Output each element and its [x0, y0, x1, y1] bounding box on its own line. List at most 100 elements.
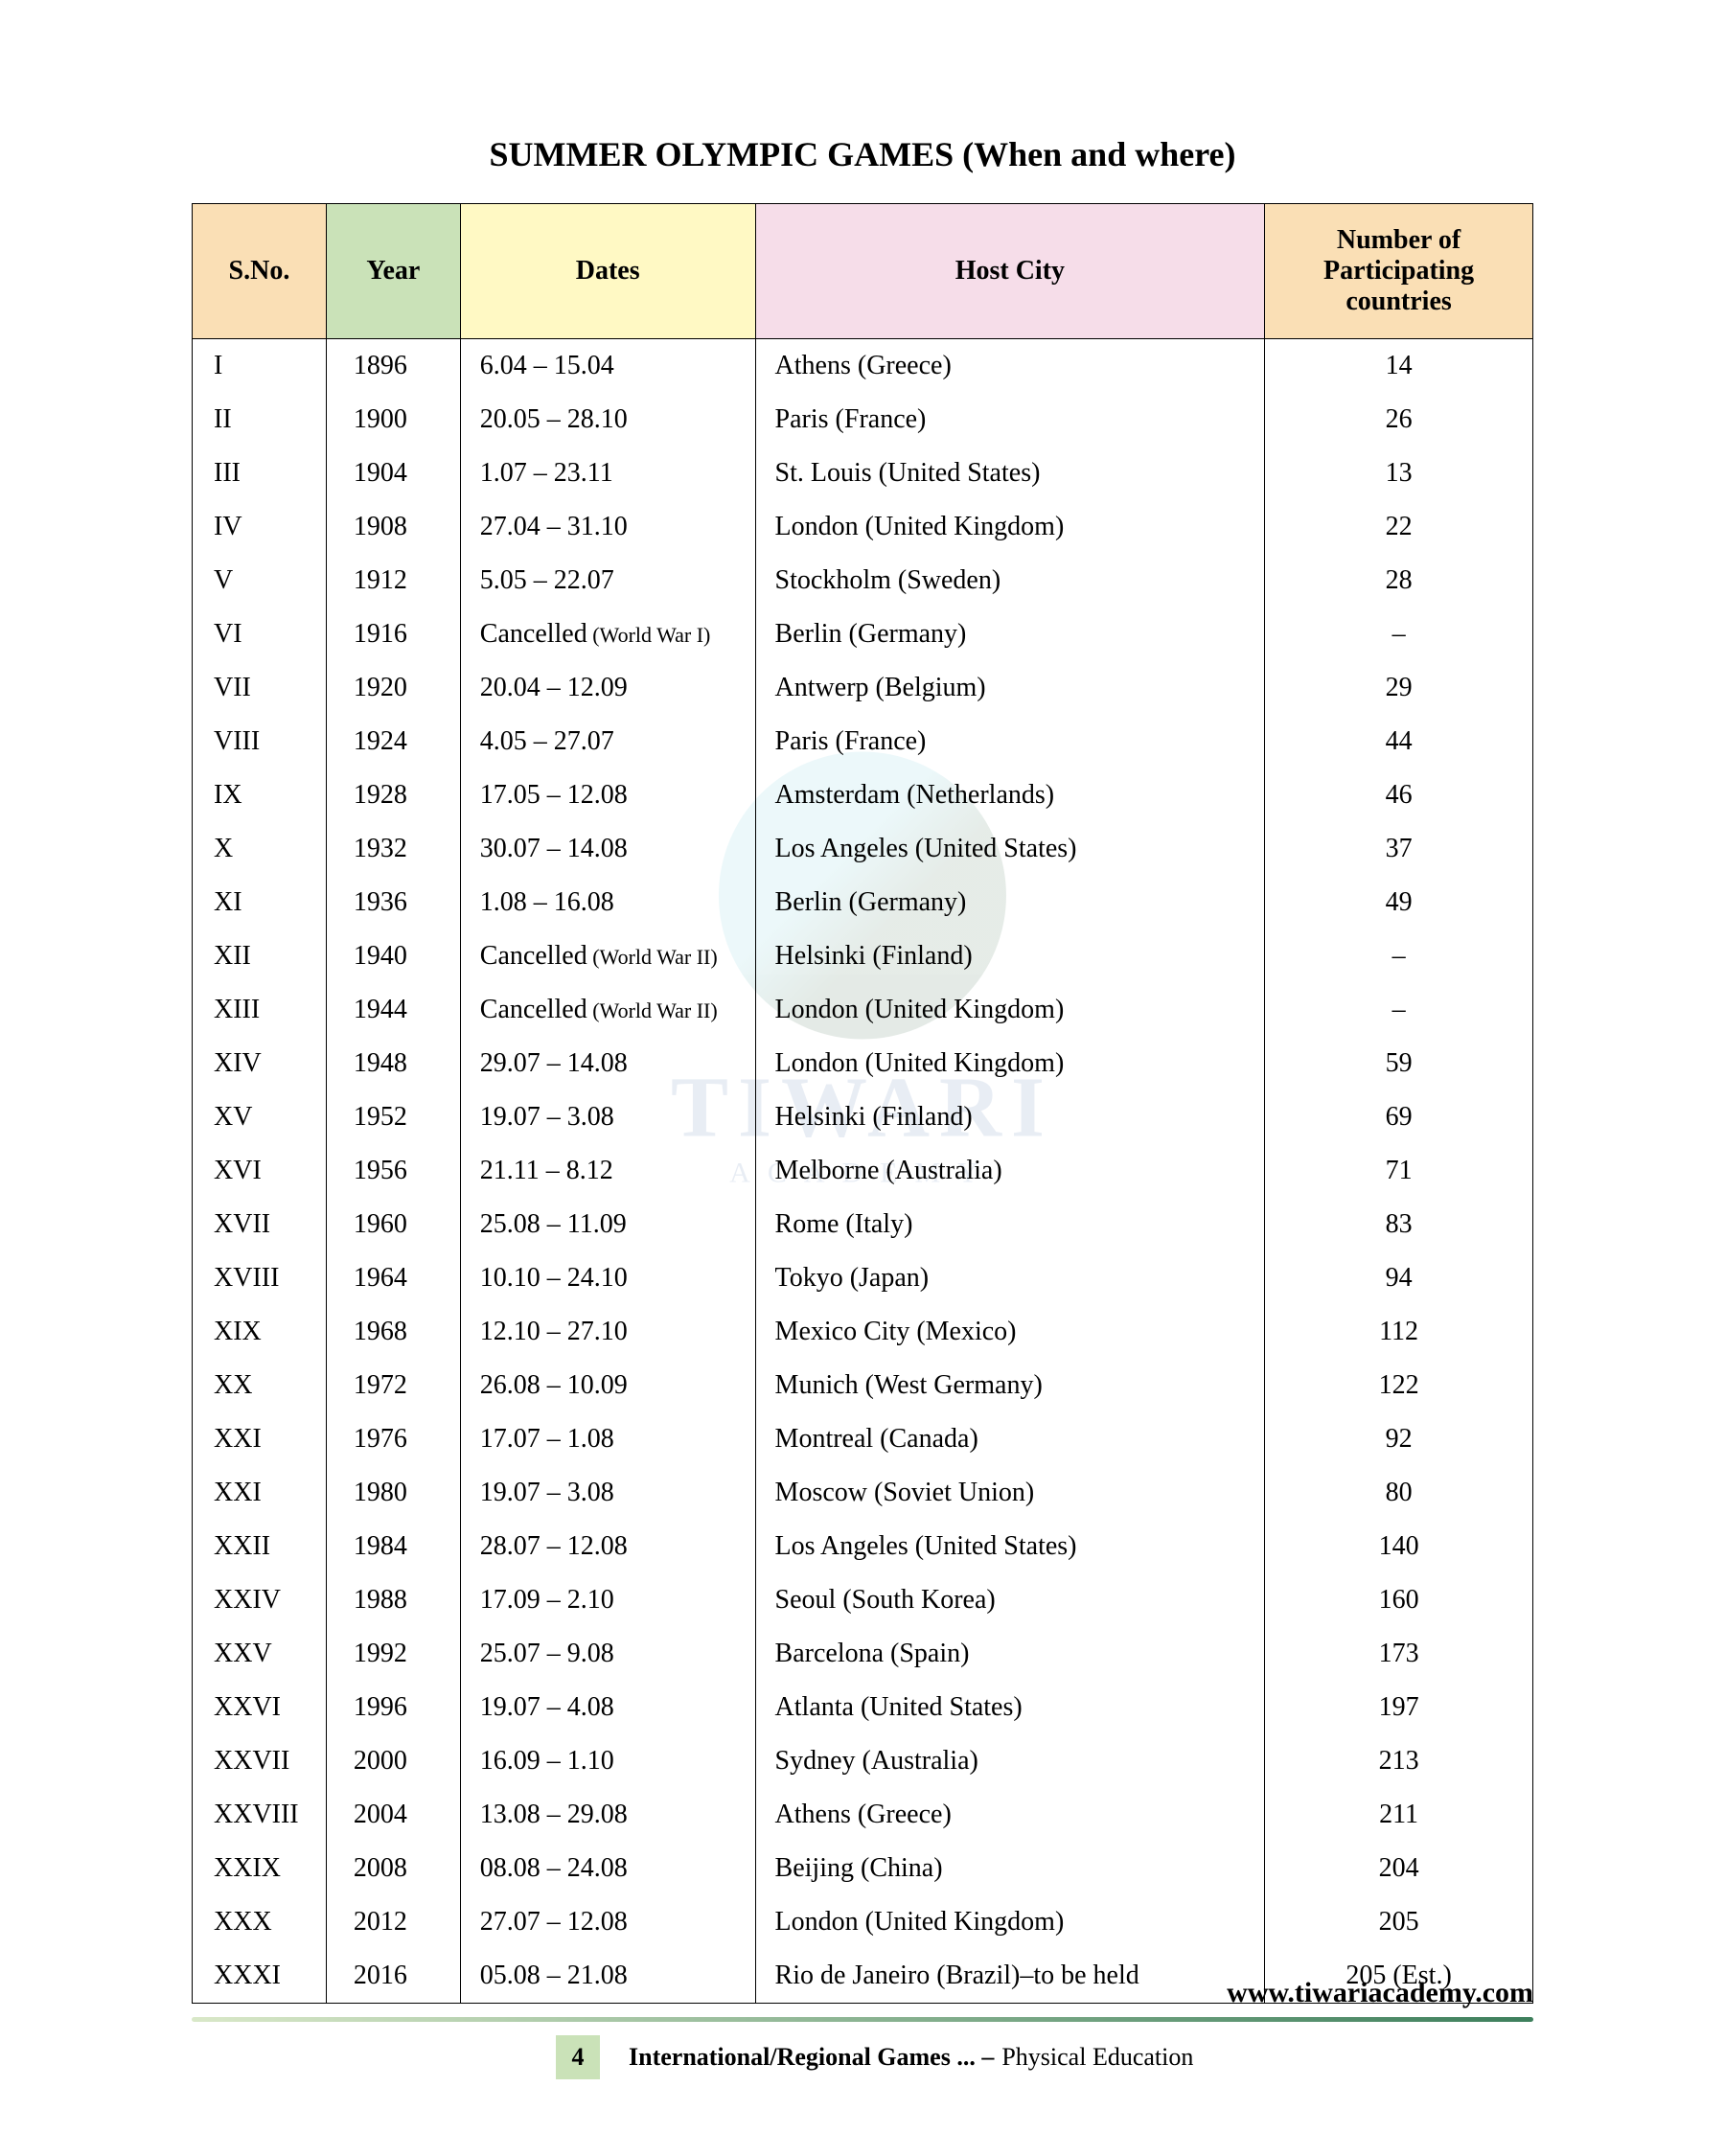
dates-text: 19.07 – 4.08: [480, 1692, 614, 1722]
table-row: XI19361.08 – 16.08Berlin (Germany)49: [193, 876, 1533, 929]
cell-sno: XVIII: [193, 1251, 327, 1305]
cell-countries: 197: [1265, 1681, 1533, 1734]
cell-countries: –: [1265, 929, 1533, 983]
cell-countries: 28: [1265, 554, 1533, 608]
cell-dates: 30.07 – 14.08: [460, 822, 755, 876]
cell-year: 1944: [326, 983, 460, 1037]
cell-host: Rio de Janeiro (Brazil)–to be held: [755, 1949, 1265, 2004]
cell-host: Melborne (Australia): [755, 1144, 1265, 1198]
cell-host: London (United Kingdom): [755, 1895, 1265, 1949]
table-row: XXI197617.07 – 1.08Montreal (Canada)92: [193, 1412, 1533, 1466]
dates-text: 17.05 – 12.08: [480, 780, 628, 810]
cell-countries: 160: [1265, 1573, 1533, 1627]
dates-note: (World War II): [587, 945, 718, 969]
cell-host: Paris (France): [755, 715, 1265, 768]
table-row: II190020.05 – 28.10Paris (France)26: [193, 393, 1533, 447]
cell-dates: 25.07 – 9.08: [460, 1627, 755, 1681]
dates-text: 16.09 – 1.10: [480, 1746, 614, 1776]
cell-year: 1972: [326, 1359, 460, 1412]
dates-text: 17.09 – 2.10: [480, 1585, 614, 1615]
cell-dates: 17.07 – 1.08: [460, 1412, 755, 1466]
cell-sno: XXVIII: [193, 1788, 327, 1842]
dates-text: 19.07 – 3.08: [480, 1478, 614, 1507]
cell-sno: XXXI: [193, 1949, 327, 2004]
cell-host: Montreal (Canada): [755, 1412, 1265, 1466]
cell-countries: 140: [1265, 1520, 1533, 1573]
table-row: V19125.05 – 22.07Stockholm (Sweden)28: [193, 554, 1533, 608]
cell-host: Los Angeles (United States): [755, 1520, 1265, 1573]
cell-sno: II: [193, 393, 327, 447]
cell-host: Los Angeles (United States): [755, 822, 1265, 876]
table-row: XXVI199619.07 – 4.08Atlanta (United Stat…: [193, 1681, 1533, 1734]
dates-text: 27.07 – 12.08: [480, 1907, 628, 1937]
cell-host: Barcelona (Spain): [755, 1627, 1265, 1681]
dates-text: 5.05 – 22.07: [480, 565, 614, 595]
cell-dates: 10.10 – 24.10: [460, 1251, 755, 1305]
cell-dates: 21.11 – 8.12: [460, 1144, 755, 1198]
cell-sno: XXVII: [193, 1734, 327, 1788]
dates-text: 08.08 – 24.08: [480, 1853, 628, 1883]
cell-dates: 08.08 – 24.08: [460, 1842, 755, 1895]
table-row: VII192020.04 – 12.09Antwerp (Belgium)29: [193, 661, 1533, 715]
table-row: III19041.07 – 23.11St. Louis (United Sta…: [193, 447, 1533, 500]
dates-text: 10.10 – 24.10: [480, 1263, 628, 1293]
cell-year: 1948: [326, 1037, 460, 1090]
table-header-row: S.No. Year Dates Host City Number of Par…: [193, 204, 1533, 339]
cell-sno: XXII: [193, 1520, 327, 1573]
header-countries: Number of Participating countries: [1265, 204, 1533, 339]
cell-countries: 204: [1265, 1842, 1533, 1895]
cell-year: 1936: [326, 876, 460, 929]
dates-text: 28.07 – 12.08: [480, 1531, 628, 1561]
cell-sno: VIII: [193, 715, 327, 768]
table-row: XIV194829.07 – 14.08London (United Kingd…: [193, 1037, 1533, 1090]
cell-countries: 44: [1265, 715, 1533, 768]
cell-countries: 80: [1265, 1466, 1533, 1520]
table-row: XXV199225.07 – 9.08Barcelona (Spain)173: [193, 1627, 1533, 1681]
cell-sno: XI: [193, 876, 327, 929]
cell-year: 1988: [326, 1573, 460, 1627]
dates-text: 27.04 – 31.10: [480, 512, 628, 541]
cell-host: Antwerp (Belgium): [755, 661, 1265, 715]
page-title: SUMMER OLYMPIC GAMES (When and where): [192, 134, 1533, 174]
table-row: XXVII200016.09 – 1.10Sydney (Australia)2…: [193, 1734, 1533, 1788]
cell-dates: 19.07 – 3.08: [460, 1090, 755, 1144]
cell-host: St. Louis (United States): [755, 447, 1265, 500]
cell-countries: 92: [1265, 1412, 1533, 1466]
dates-text: 25.07 – 9.08: [480, 1639, 614, 1668]
cell-dates: 1.08 – 16.08: [460, 876, 755, 929]
cell-sno: XXX: [193, 1895, 327, 1949]
dates-text: 25.08 – 11.09: [480, 1209, 627, 1239]
cell-sno: IV: [193, 500, 327, 554]
cell-year: 1984: [326, 1520, 460, 1573]
cell-year: 1952: [326, 1090, 460, 1144]
cell-dates: 20.05 – 28.10: [460, 393, 755, 447]
dates-text: 21.11 – 8.12: [480, 1156, 613, 1185]
cell-year: 2004: [326, 1788, 460, 1842]
cell-host: Berlin (Germany): [755, 608, 1265, 661]
cell-host: Amsterdam (Netherlands): [755, 768, 1265, 822]
dates-text: 12.10 – 27.10: [480, 1317, 628, 1346]
cell-year: 1996: [326, 1681, 460, 1734]
table-row: XVI195621.11 – 8.12Melborne (Australia)7…: [193, 1144, 1533, 1198]
table-row: IX192817.05 – 12.08Amsterdam (Netherland…: [193, 768, 1533, 822]
cell-host: London (United Kingdom): [755, 983, 1265, 1037]
cell-countries: 26: [1265, 393, 1533, 447]
cell-year: 1992: [326, 1627, 460, 1681]
cell-year: 1932: [326, 822, 460, 876]
table-row: XIX196812.10 – 27.10Mexico City (Mexico)…: [193, 1305, 1533, 1359]
cell-countries: 37: [1265, 822, 1533, 876]
cell-dates: 1.07 – 23.11: [460, 447, 755, 500]
dates-text: 19.07 – 3.08: [480, 1102, 614, 1132]
dates-text: Cancelled: [480, 995, 587, 1024]
cell-year: 2000: [326, 1734, 460, 1788]
table-row: VI1916Cancelled (World War I)Berlin (Ger…: [193, 608, 1533, 661]
cell-sno: XXI: [193, 1466, 327, 1520]
cell-countries: 29: [1265, 661, 1533, 715]
cell-sno: XV: [193, 1090, 327, 1144]
cell-year: 1912: [326, 554, 460, 608]
cell-year: 1924: [326, 715, 460, 768]
page-number: 4: [556, 2035, 600, 2079]
header-dates: Dates: [460, 204, 755, 339]
header-year: Year: [326, 204, 460, 339]
cell-dates: 26.08 – 10.09: [460, 1359, 755, 1412]
